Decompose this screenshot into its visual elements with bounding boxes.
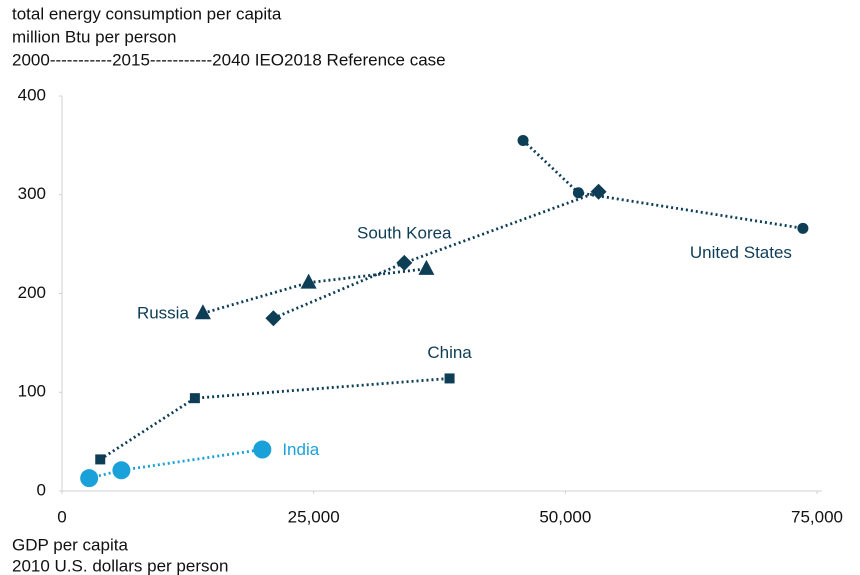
point bbox=[418, 259, 435, 275]
y-tick-label: 200 bbox=[18, 283, 46, 302]
connector-line bbox=[99, 377, 450, 461]
series-label: United States bbox=[690, 243, 792, 262]
chart-subtitle: million Btu per person bbox=[12, 27, 176, 46]
y-tick-label: 300 bbox=[18, 184, 46, 203]
x-tick-label: 75,000 bbox=[791, 507, 843, 526]
x-tick-label: 25,000 bbox=[288, 507, 340, 526]
point bbox=[112, 461, 131, 480]
point bbox=[396, 254, 413, 271]
series-label: India bbox=[282, 440, 319, 459]
point bbox=[253, 440, 272, 459]
connector-line bbox=[88, 448, 263, 480]
point bbox=[590, 183, 607, 200]
point bbox=[444, 373, 455, 384]
y-tick-label: 0 bbox=[37, 480, 46, 499]
point bbox=[517, 134, 529, 146]
y-tick-label: 100 bbox=[18, 382, 46, 401]
point bbox=[265, 310, 282, 327]
x-axis-label: GDP per capita bbox=[12, 535, 128, 554]
point bbox=[80, 469, 99, 488]
point bbox=[797, 222, 809, 234]
point bbox=[572, 187, 584, 199]
series-label: China bbox=[427, 343, 472, 362]
series-label: South Korea bbox=[357, 223, 452, 242]
x-tick-label: 50,000 bbox=[539, 507, 591, 526]
point bbox=[194, 304, 211, 320]
chart-title: total energy consumption per capita bbox=[12, 4, 282, 23]
connector-line bbox=[272, 190, 600, 320]
series-label: Russia bbox=[137, 304, 190, 323]
x-axis-label: 2010 U.S. dollars per person bbox=[12, 556, 228, 575]
connector-line bbox=[202, 267, 427, 315]
x-tick-label: 0 bbox=[57, 507, 66, 526]
connector-line bbox=[522, 139, 804, 230]
point bbox=[189, 393, 200, 404]
y-tick-label: 400 bbox=[18, 85, 46, 104]
annotation: 2000-----------2015-----------2040 IEO20… bbox=[12, 50, 446, 69]
point bbox=[95, 454, 106, 465]
point bbox=[300, 273, 317, 289]
